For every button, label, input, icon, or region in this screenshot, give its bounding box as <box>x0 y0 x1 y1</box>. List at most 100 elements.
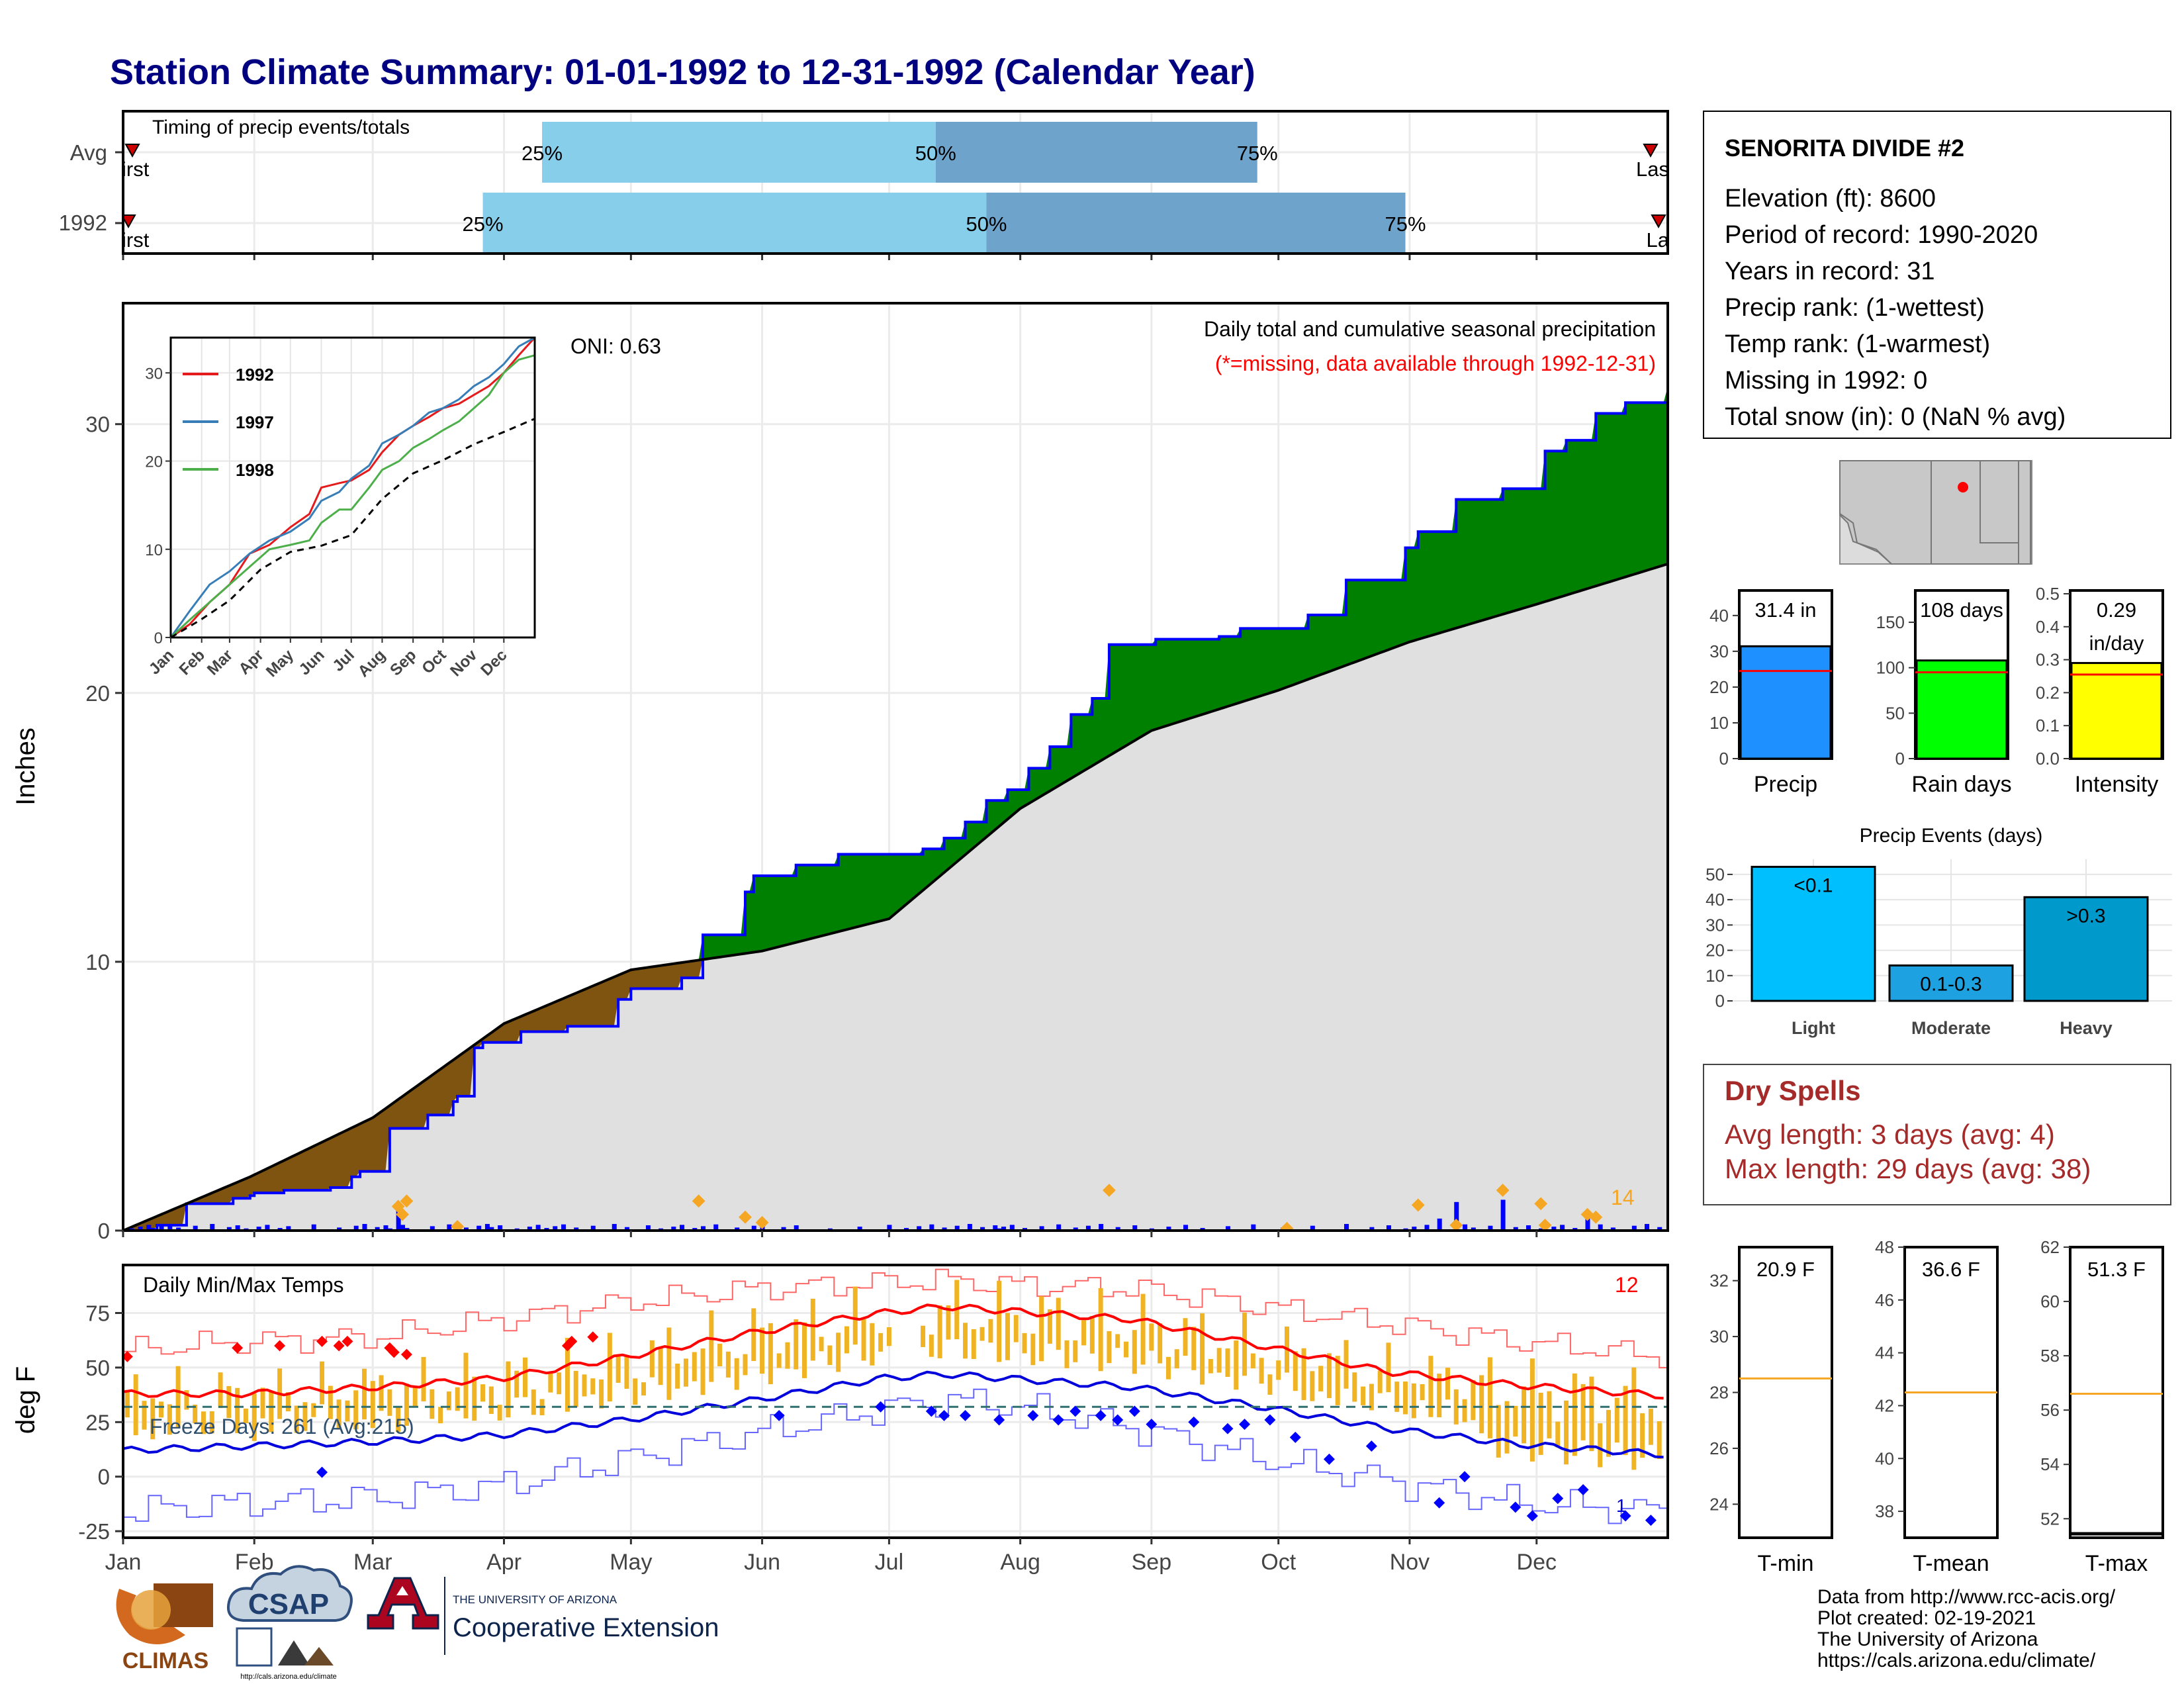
events-category-label: Moderate <box>1911 1018 1991 1038</box>
record-low-marker <box>1188 1416 1200 1428</box>
daily-precip-bar <box>1039 1226 1044 1231</box>
dry-spells-avg: Avg length: 3 days (avg: 4) <box>1725 1119 2055 1150</box>
summary-bar-precip <box>1739 645 1832 760</box>
inset-line-1997 <box>169 336 535 638</box>
inset-line-1992 <box>170 336 536 639</box>
last-event-marker <box>1651 214 1666 229</box>
daily-temperature-bar <box>649 1340 655 1378</box>
record-high-marker <box>566 1335 578 1347</box>
daily-temperature-bar <box>1513 1405 1518 1437</box>
precip-y-axis-label: Inches <box>11 727 40 806</box>
daily-precip-bar <box>477 1225 482 1231</box>
ua-logo: THE UNIVERSITY OF ARIZONA Cooperative Ex… <box>367 1577 719 1655</box>
daily-precip-bar <box>713 1224 719 1231</box>
daily-temperature-bar <box>353 1390 359 1430</box>
daily-temperature-bar <box>1386 1342 1391 1393</box>
daily-temperature-bar <box>1124 1341 1129 1358</box>
daily-temperature-bar <box>836 1333 841 1372</box>
summary-y-tick-label: 10 <box>1709 713 1729 733</box>
daily-precip-bar <box>235 1225 240 1231</box>
temperature-box-y-tick-label: 62 <box>2040 1237 2060 1257</box>
daily-temperature-bar <box>480 1384 486 1402</box>
summary-box-name: Rain days <box>1911 772 2011 797</box>
daily-temperature-bar <box>1259 1358 1264 1384</box>
summary-value-unit: in/day <box>2089 632 2144 655</box>
daily-temperature-bar <box>1640 1413 1645 1458</box>
month-label-dec: Dec <box>1517 1550 1557 1575</box>
daily-precip-bar <box>383 1225 388 1231</box>
daily-temperature-bar <box>971 1329 976 1359</box>
daily-temperature-bar <box>751 1308 756 1362</box>
daily-temperature-bar <box>455 1387 460 1411</box>
inset-y-tick-label: 10 <box>145 541 163 559</box>
daily-temperature-bar <box>260 1387 265 1419</box>
record-low-marker <box>1069 1405 1081 1417</box>
daily-temperature-bar <box>861 1319 866 1361</box>
daily-temperature-bar <box>1165 1356 1171 1380</box>
record-low-marker <box>1289 1431 1301 1443</box>
summary-y-tick-label: 100 <box>1876 658 1905 678</box>
precip-marker <box>400 1194 414 1208</box>
daily-precip-bar <box>159 1226 164 1231</box>
month-label-nov: Nov <box>1390 1550 1430 1575</box>
daily-precip-bar <box>1488 1225 1493 1231</box>
daily-temperature-bar <box>1445 1368 1450 1400</box>
daily-temperature-bar <box>1318 1366 1324 1391</box>
daily-temperature-bar <box>1437 1374 1442 1418</box>
daily-temperature-bar <box>1479 1375 1484 1434</box>
summary-y-tick-label: 0.3 <box>2036 650 2060 670</box>
record-low-marker <box>1323 1453 1335 1465</box>
daily-temperature-bar <box>175 1366 181 1427</box>
precip-marker <box>1280 1221 1294 1231</box>
daily-temperature-bar <box>311 1403 316 1417</box>
daily-temperature-bar <box>302 1402 308 1431</box>
daily-precip-bar <box>980 1227 985 1231</box>
daily-temperature-bar <box>1614 1397 1619 1443</box>
daily-precip-bar <box>1073 1227 1078 1231</box>
daily-temperature-bar <box>1648 1409 1653 1445</box>
record-low-marker <box>1365 1440 1377 1452</box>
daily-temperature-bar <box>1361 1386 1366 1405</box>
daily-temperature-bar <box>1158 1323 1163 1364</box>
daily-temperature-bar <box>226 1385 232 1419</box>
daily-temperature-bar <box>599 1379 604 1409</box>
timing-bar-q2 <box>935 122 1257 183</box>
daily-temperature-bar <box>1056 1297 1061 1350</box>
temperature-box-y-tick-label: 30 <box>1709 1327 1729 1346</box>
daily-precip-bar <box>337 1227 342 1231</box>
timing-q50-label: 50% <box>915 142 956 165</box>
precip-marker <box>1411 1198 1425 1212</box>
daily-temperature-bar <box>193 1404 198 1424</box>
daily-precip-bar <box>751 1225 756 1231</box>
daily-temperature-bar <box>1293 1351 1298 1391</box>
temperature-panel: -25 0 25 50 75 deg F Daily Min/Max Temps Fre… <box>11 1264 1669 1575</box>
daily-temperature-bar <box>590 1378 596 1395</box>
summary-value-label: 108 days <box>1920 598 2003 622</box>
summary-box-name: Intensity <box>2075 772 2159 797</box>
daily-temperature-bar <box>1428 1356 1433 1417</box>
daily-temperature-bar <box>142 1401 147 1430</box>
daily-precip-bar <box>701 1226 706 1231</box>
daily-temperature-bar <box>150 1398 156 1440</box>
station-years: Years in record: 31 <box>1725 258 1935 285</box>
daily-temperature-bar <box>1039 1296 1044 1362</box>
daily-temperature-bar <box>1073 1340 1078 1362</box>
temperature-y-tick-label: 50 <box>85 1356 110 1380</box>
precip-marker <box>396 1207 409 1221</box>
daily-precip-bar <box>210 1223 215 1231</box>
precip-panel: 0 10 20 30 Inches Daily total and cumulativ… <box>11 302 1669 1243</box>
daily-temperature-bar <box>666 1327 672 1400</box>
daily-temperature-bar <box>1471 1380 1476 1421</box>
summary-bar-rain-days <box>1915 659 2008 760</box>
average-min-line <box>123 1370 1664 1459</box>
daily-temperature-bar <box>633 1378 638 1405</box>
precip-marker <box>1534 1197 1548 1211</box>
events-bar-light <box>1751 865 1876 1002</box>
daily-temperature-bar <box>717 1343 723 1366</box>
record-high-marker <box>341 1335 353 1347</box>
daily-temperature-bar <box>159 1401 164 1418</box>
timing-bar-q1 <box>482 193 987 254</box>
daily-temperature-bar <box>1115 1334 1120 1348</box>
daily-precip-bar <box>1500 1199 1506 1231</box>
first-event-marker <box>123 214 136 229</box>
